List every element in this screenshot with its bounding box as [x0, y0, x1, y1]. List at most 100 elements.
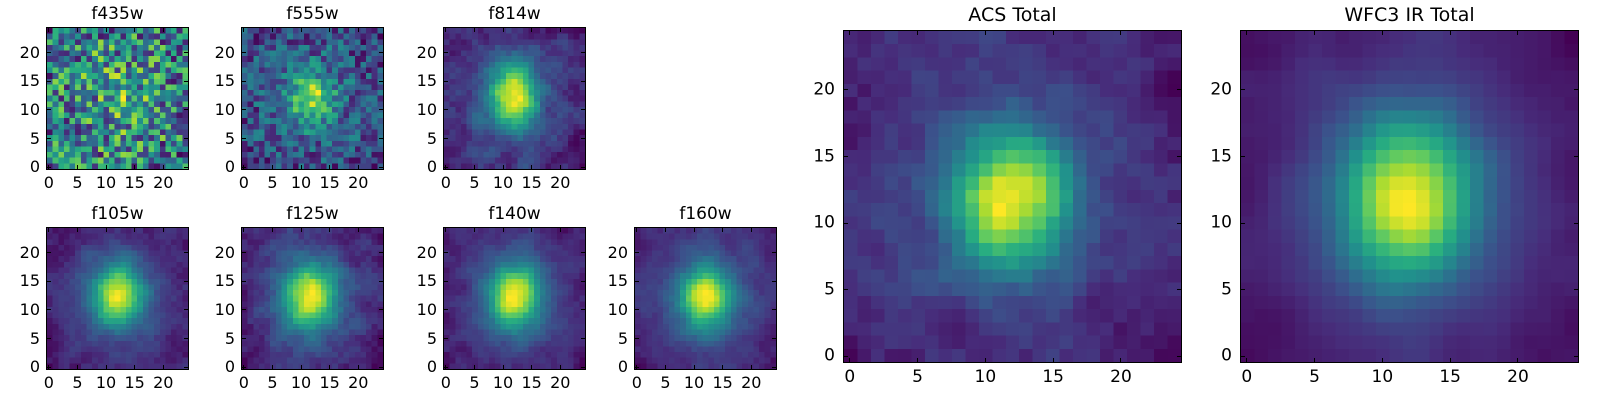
ytick-mark — [379, 309, 384, 311]
xtick-mark — [76, 27, 78, 32]
xtick-label: 10 — [290, 373, 312, 392]
xtick-mark — [271, 227, 273, 232]
ytick-mark — [443, 280, 448, 282]
ytick-mark — [46, 166, 51, 168]
ytick-mark — [581, 252, 586, 254]
heatmap-f140w — [443, 227, 586, 370]
xtick-mark — [473, 365, 475, 370]
ytick-mark — [184, 252, 189, 254]
xtick-label: 5 — [469, 373, 480, 392]
ytick-mark — [1574, 156, 1579, 158]
xtick-mark — [722, 227, 724, 232]
ytick-mark — [443, 166, 448, 168]
xtick-mark — [243, 27, 245, 32]
xtick-label: 5 — [267, 373, 278, 392]
xtick-mark — [1381, 358, 1383, 363]
xtick-mark — [1120, 358, 1122, 363]
xtick-mark — [357, 365, 359, 370]
ytick-mark — [46, 338, 51, 340]
ytick-mark — [184, 366, 189, 368]
xtick-mark — [693, 227, 695, 232]
ytick-label: 5 — [224, 128, 235, 148]
xtick-mark — [722, 365, 724, 370]
ytick-label: 0 — [224, 357, 235, 377]
xtick-label: 5 — [72, 173, 83, 192]
ytick-mark — [443, 109, 448, 111]
ytick-label: 15 — [813, 146, 835, 167]
ytick-mark — [241, 166, 246, 168]
xtick-mark — [750, 365, 752, 370]
xtick-label: 15 — [521, 173, 542, 192]
panel-title-f125w: f125w — [286, 204, 339, 224]
xtick-label: 15 — [712, 373, 733, 392]
heatmap-f435w — [46, 27, 189, 170]
ytick-mark — [1240, 156, 1245, 158]
xtick-mark — [300, 27, 302, 32]
xtick-mark — [105, 227, 107, 232]
ytick-label: 10 — [214, 299, 235, 319]
panel-title-f435w: f435w — [91, 4, 144, 24]
ytick-label: 5 — [1221, 279, 1232, 300]
ytick-mark — [184, 309, 189, 311]
ytick-mark — [241, 309, 246, 311]
xtick-label: 20 — [153, 173, 174, 192]
ytick-label: 15 — [607, 271, 628, 291]
ytick-label: 15 — [214, 71, 235, 91]
xtick-mark — [1120, 30, 1122, 35]
ytick-label: 5 — [426, 328, 437, 348]
xtick-label: 20 — [1507, 367, 1529, 387]
xtick-label: 5 — [72, 373, 83, 392]
xtick-label: 0 — [238, 173, 249, 192]
ytick-mark — [1177, 89, 1182, 91]
ytick-mark — [184, 338, 189, 340]
ytick-mark — [379, 52, 384, 54]
ytick-mark — [46, 109, 51, 111]
ytick-mark — [1574, 355, 1579, 357]
ytick-mark — [581, 138, 586, 140]
ytick-mark — [443, 338, 448, 340]
heatmap-wfc3-ir-total — [1240, 30, 1579, 363]
xtick-label: 10 — [974, 367, 997, 387]
ytick-mark — [46, 138, 51, 140]
ytick-mark — [1240, 89, 1245, 91]
ytick-mark — [46, 280, 51, 282]
ytick-label: 20 — [607, 242, 628, 262]
xtick-mark — [134, 27, 136, 32]
xtick-mark — [105, 165, 107, 170]
xtick-mark — [664, 227, 666, 232]
xtick-mark — [357, 165, 359, 170]
xtick-mark — [849, 30, 851, 35]
heatmap-canvas-f140w — [444, 228, 585, 369]
heatmap-canvas-f125w — [242, 228, 383, 369]
ytick-mark — [1240, 355, 1245, 357]
ytick-mark — [443, 366, 448, 368]
ytick-mark — [581, 52, 586, 54]
ytick-mark — [379, 109, 384, 111]
xtick-mark — [473, 27, 475, 32]
xtick-label: 15 — [319, 373, 340, 392]
xtick-label: 10 — [1371, 367, 1394, 387]
xtick-mark — [162, 365, 164, 370]
ytick-label: 0 — [1221, 345, 1232, 366]
xtick-label: 15 — [319, 173, 340, 192]
xtick-mark — [162, 165, 164, 170]
xtick-mark — [1517, 358, 1519, 363]
ytick-mark — [379, 252, 384, 254]
ytick-label: 20 — [813, 79, 835, 100]
ytick-mark — [443, 138, 448, 140]
heatmap-canvas-f160w — [635, 228, 776, 369]
ytick-mark — [772, 309, 777, 311]
ytick-mark — [634, 252, 639, 254]
ytick-label: 0 — [29, 157, 40, 177]
xtick-mark — [917, 358, 919, 363]
ytick-label: 20 — [1210, 79, 1232, 100]
ytick-mark — [1177, 156, 1182, 158]
ytick-label: 0 — [426, 357, 437, 377]
xtick-mark — [1314, 358, 1316, 363]
ytick-mark — [1177, 222, 1182, 224]
ytick-mark — [241, 138, 246, 140]
xtick-mark — [750, 227, 752, 232]
ytick-mark — [581, 166, 586, 168]
ytick-mark — [581, 80, 586, 82]
xtick-label: 15 — [1439, 367, 1461, 387]
